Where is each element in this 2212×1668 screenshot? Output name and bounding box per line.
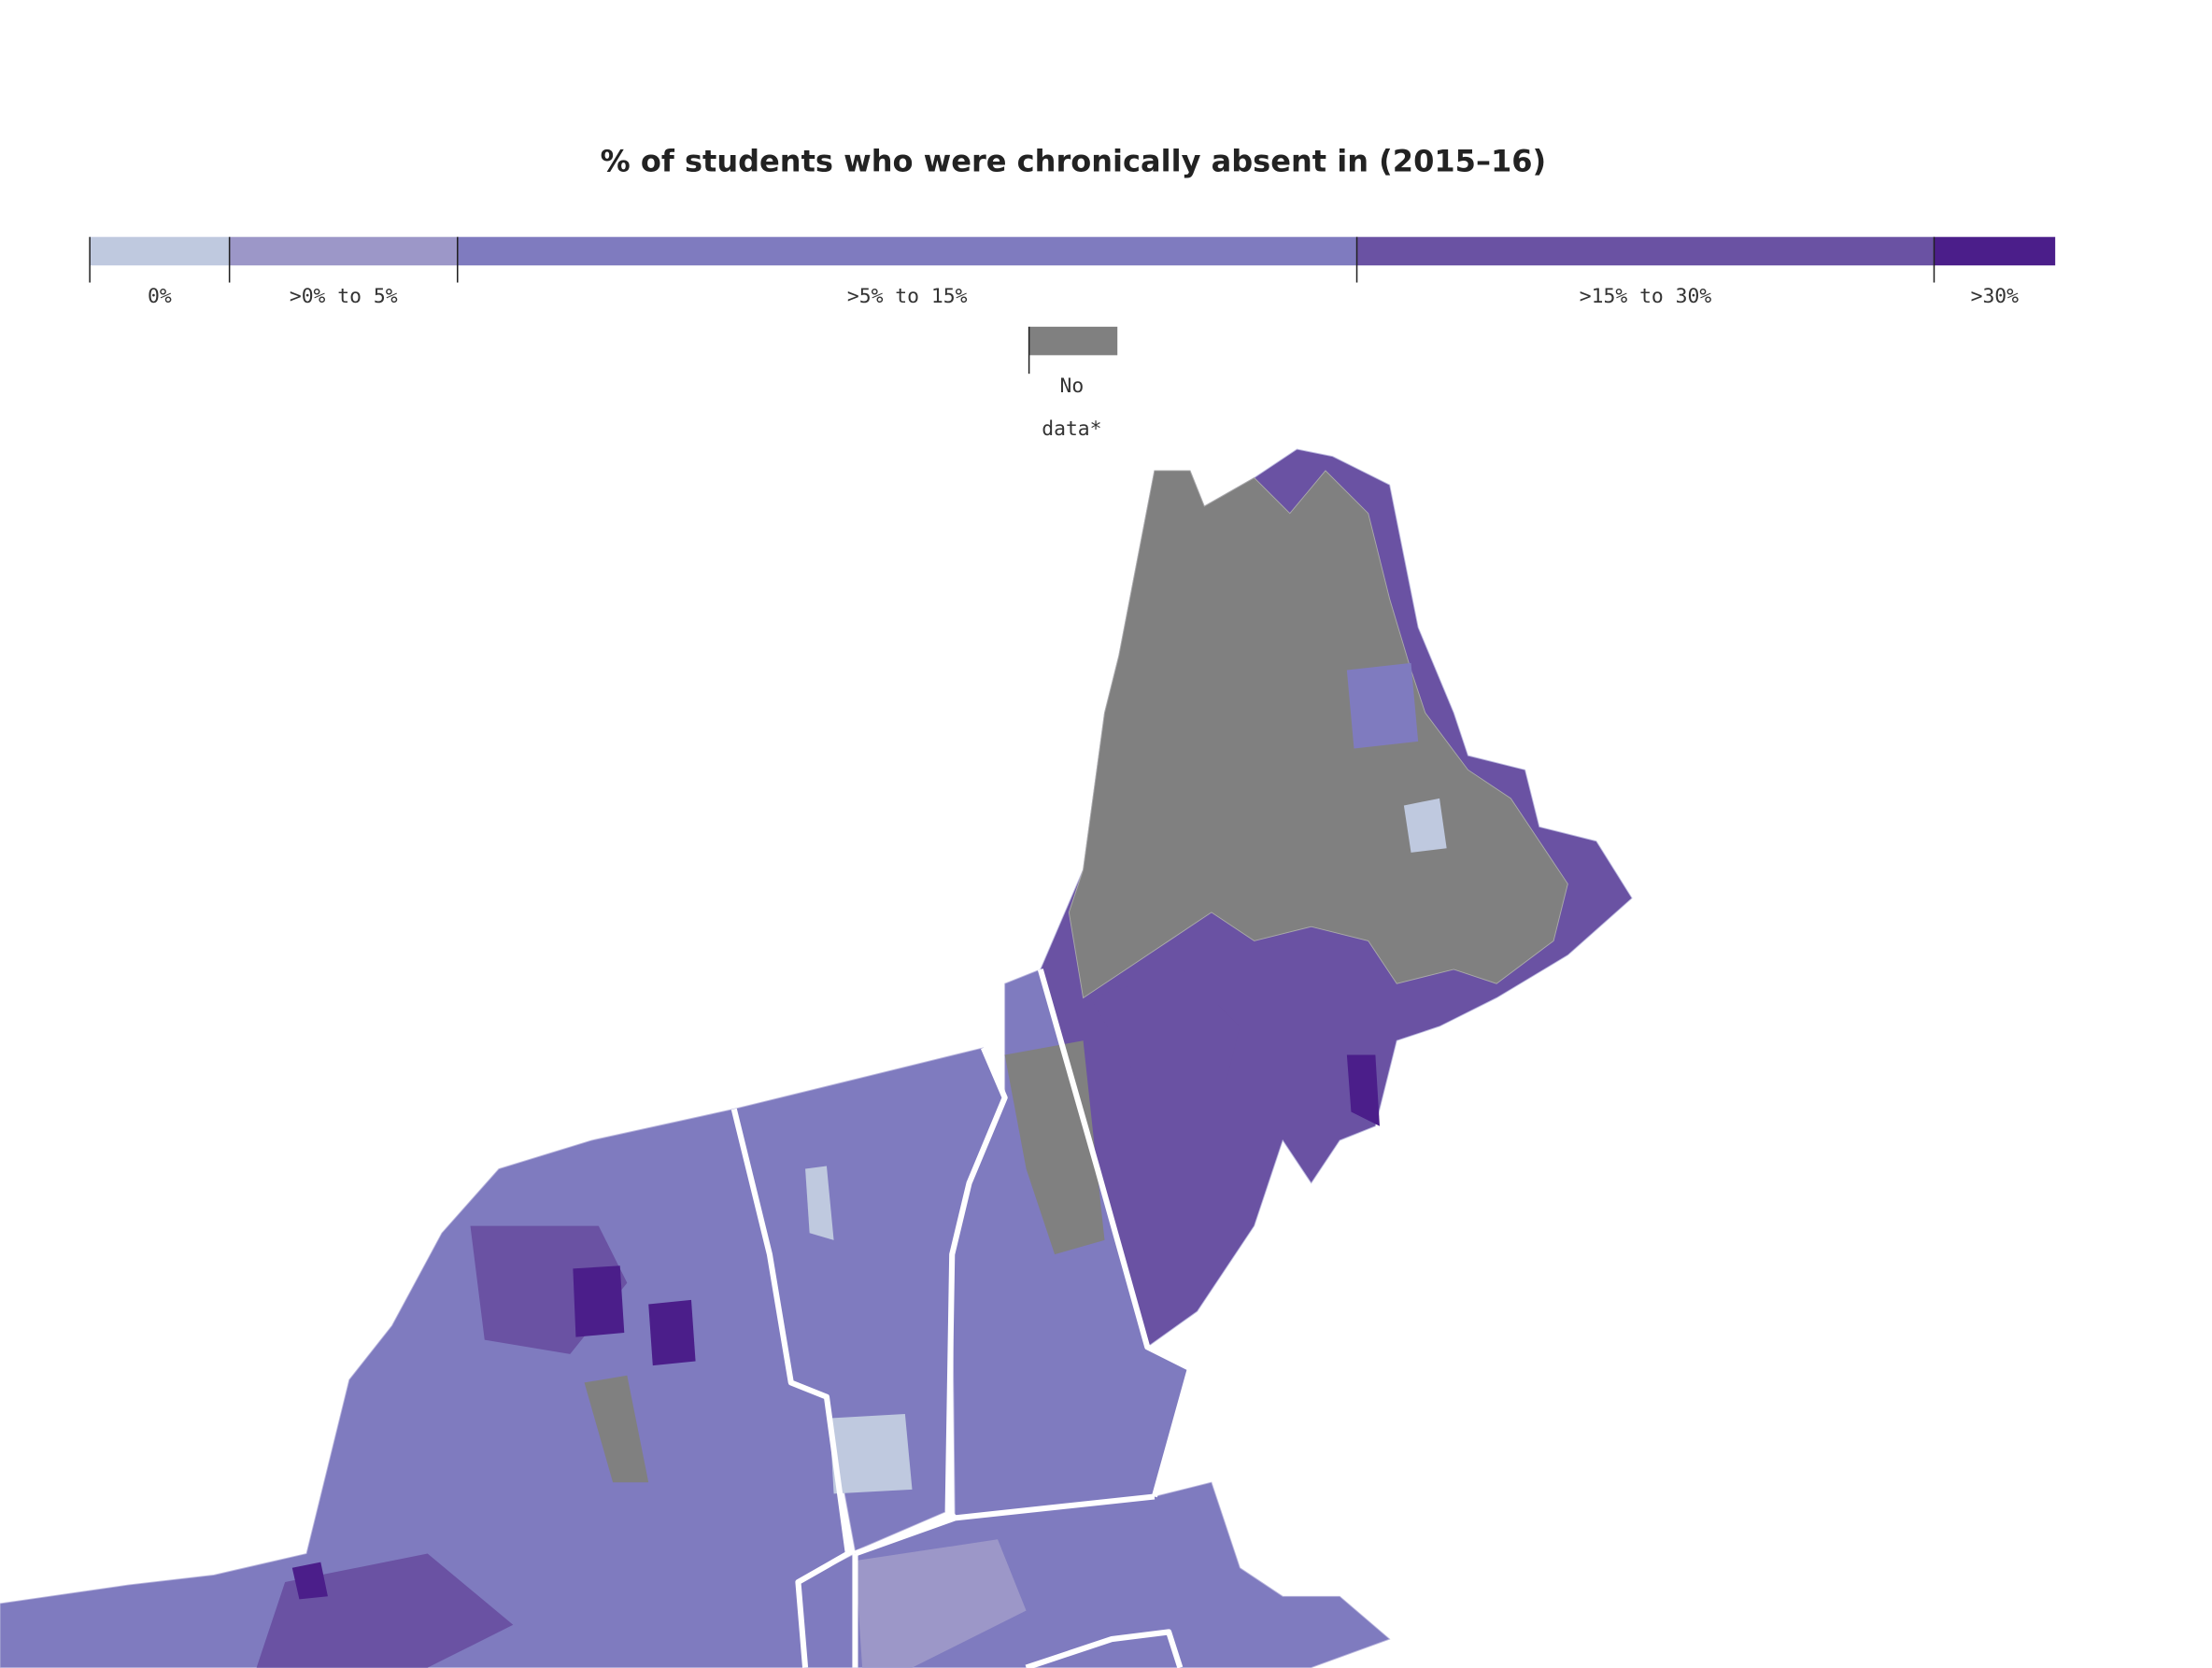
legend-swatch	[229, 236, 458, 266]
legend-label: 0%	[148, 285, 172, 308]
legend-swatch	[1356, 236, 1935, 266]
region-patch	[805, 1166, 834, 1240]
legend-swatch	[1934, 236, 2056, 266]
no-data-label: No data*	[1042, 375, 1102, 441]
region-patch	[830, 1413, 913, 1494]
region-patch	[855, 1539, 1027, 1668]
region-patch	[1403, 798, 1447, 853]
legend-label: >30%	[1971, 285, 2020, 308]
legend-swatch	[90, 236, 230, 266]
legend: 0% >0% to 5% >5% to 15% >15% to 30% >30%	[89, 236, 2056, 375]
region-patch	[1090, 968, 1241, 1084]
region-patch	[573, 1265, 625, 1337]
title: % of students who were chronically absen…	[601, 143, 1547, 178]
region-patch	[1346, 1054, 1380, 1126]
legend-label: >15% to 30%	[1580, 285, 1712, 308]
legend-label: >5% to 15%	[847, 285, 968, 308]
no-data-label-box: No data*	[1042, 375, 1102, 441]
region-patch	[1004, 1040, 1105, 1255]
region-patch	[648, 1299, 696, 1366]
region-patch	[291, 1562, 328, 1600]
region-patch	[1346, 662, 1419, 749]
legend-label: >0% to 5%	[290, 285, 398, 308]
state-borders	[730, 968, 1194, 1668]
no-data-region	[1068, 470, 1568, 999]
map	[0, 448, 1633, 1668]
legend-swatch	[457, 236, 1357, 266]
no-data-swatch	[1028, 326, 1118, 356]
